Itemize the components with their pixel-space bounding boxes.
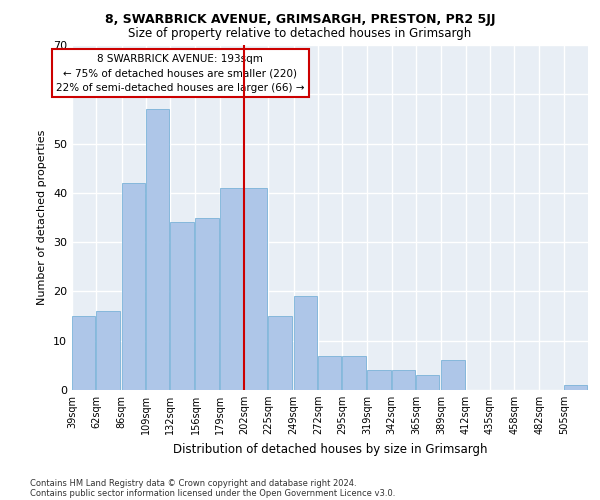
Bar [416, 375, 439, 390]
Text: Contains HM Land Registry data © Crown copyright and database right 2024.: Contains HM Land Registry data © Crown c… [30, 478, 356, 488]
Bar [220, 188, 243, 390]
Bar [72, 316, 95, 390]
Bar [170, 222, 194, 390]
Text: Size of property relative to detached houses in Grimsargh: Size of property relative to detached ho… [128, 28, 472, 40]
Y-axis label: Number of detached properties: Number of detached properties [37, 130, 47, 305]
Bar [293, 296, 317, 390]
Text: 8 SWARBRICK AVENUE: 193sqm
← 75% of detached houses are smaller (220)
22% of sem: 8 SWARBRICK AVENUE: 193sqm ← 75% of deta… [56, 54, 305, 93]
Bar [392, 370, 415, 390]
Bar [564, 385, 587, 390]
Text: 8, SWARBRICK AVENUE, GRIMSARGH, PRESTON, PR2 5JJ: 8, SWARBRICK AVENUE, GRIMSARGH, PRESTON,… [105, 12, 495, 26]
Bar [442, 360, 465, 390]
Bar [244, 188, 268, 390]
Text: Distribution of detached houses by size in Grimsargh: Distribution of detached houses by size … [173, 442, 487, 456]
Bar [122, 183, 145, 390]
Bar [318, 356, 341, 390]
Bar [196, 218, 219, 390]
Bar [268, 316, 292, 390]
Text: Contains public sector information licensed under the Open Government Licence v3: Contains public sector information licen… [30, 488, 395, 498]
Bar [96, 311, 119, 390]
Bar [342, 356, 365, 390]
Bar [146, 109, 169, 390]
Bar [367, 370, 391, 390]
